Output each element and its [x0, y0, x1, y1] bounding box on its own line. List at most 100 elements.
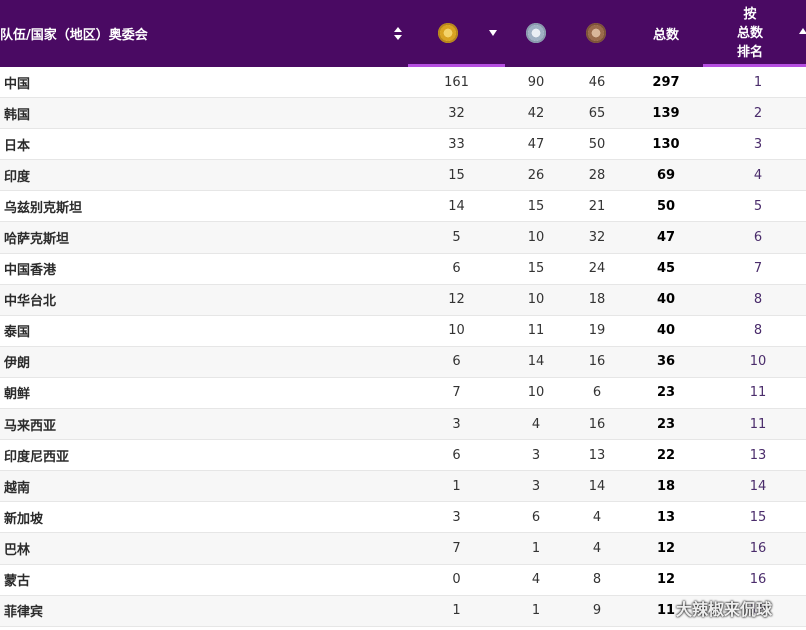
table-row[interactable]: 马来西亚 3 4 16 23 11: [0, 409, 806, 441]
total-count: 11: [656, 603, 676, 619]
total-column-header[interactable]: 总数: [636, 0, 696, 67]
total-count: 297: [652, 74, 680, 90]
table-row[interactable]: 中国香港 6 15 24 45 7: [0, 253, 806, 285]
total-count: 45: [656, 261, 676, 277]
sort-ascending-icon[interactable]: [799, 28, 806, 34]
bronze-count: 32: [588, 230, 606, 246]
silver-count: 47: [527, 136, 545, 152]
table-row[interactable]: 乌兹别克斯坦 14 15 21 50 5: [0, 191, 806, 223]
total-count: 69: [656, 167, 676, 183]
table-row[interactable]: 韩国 32 42 65 139 2: [0, 98, 806, 130]
rank-value: 8: [753, 292, 763, 308]
table-row[interactable]: 伊朗 6 14 16 36 10: [0, 346, 806, 378]
silver-count: 6: [531, 509, 541, 525]
team-name[interactable]: 中国: [4, 76, 31, 92]
rank-value: 8: [753, 323, 763, 339]
rank-value: 16: [749, 572, 767, 588]
bronze-count: 9: [592, 603, 602, 619]
gold-count: 161: [444, 74, 469, 90]
bronze-count: 4: [592, 540, 602, 556]
silver-count: 14: [527, 354, 545, 370]
table-row[interactable]: 中国 161 90 46 297 1: [0, 67, 806, 99]
table-row[interactable]: 哈萨克斯坦 5 10 32 47 6: [0, 222, 806, 254]
total-count: 47: [656, 230, 676, 246]
team-column-header[interactable]: 队伍/国家（地区）奥委会: [0, 0, 400, 67]
silver-medal-icon[interactable]: [526, 23, 546, 43]
bronze-count: 50: [588, 136, 606, 152]
team-name[interactable]: 泰国: [4, 325, 31, 341]
team-name[interactable]: 中国香港: [4, 263, 57, 279]
total-count: 18: [656, 478, 676, 494]
rank-header-line-1: 按: [743, 7, 757, 22]
team-name[interactable]: 日本: [4, 138, 31, 154]
team-name[interactable]: 马来西亚: [4, 418, 57, 434]
sort-both-icon[interactable]: [394, 27, 402, 41]
rank-by-total-column-header[interactable]: 按 总数 排名: [712, 0, 788, 67]
medal-table-header: 队伍/国家（地区）奥委会 总数 按 总数 排名: [0, 0, 806, 68]
team-name[interactable]: 朝鲜: [4, 387, 31, 403]
rank-value: 5: [753, 198, 763, 214]
silver-count: 90: [527, 74, 545, 90]
bronze-count: 13: [588, 447, 606, 463]
silver-count: 10: [527, 292, 545, 308]
team-name[interactable]: 韩国: [4, 107, 31, 123]
team-name[interactable]: 乌兹别克斯坦: [4, 200, 83, 216]
gold-count: 3: [452, 509, 461, 525]
table-row[interactable]: 中华台北 12 10 18 40 8: [0, 284, 806, 316]
table-row[interactable]: 朝鲜 7 10 6 23 11: [0, 377, 806, 410]
gold-count: 0: [452, 572, 461, 588]
bronze-count: 24: [588, 261, 606, 277]
team-name[interactable]: 菲律宾: [4, 605, 44, 621]
silver-count: 3: [531, 478, 541, 494]
gold-count: 10: [448, 323, 465, 339]
gold-count: 3: [452, 416, 461, 432]
silver-count: 42: [527, 105, 545, 121]
bronze-medal-icon[interactable]: [586, 23, 606, 43]
total-count: 12: [656, 540, 676, 556]
gold-count: 7: [452, 385, 461, 401]
team-name[interactable]: 印度尼西亚: [4, 449, 70, 465]
rank-value: 14: [749, 478, 767, 494]
team-name[interactable]: 印度: [4, 169, 31, 185]
bronze-count: 18: [588, 292, 606, 308]
gold-count: 15: [448, 167, 465, 183]
table-row[interactable]: 日本 33 47 50 130 3: [0, 129, 806, 161]
table-row[interactable]: 印度 15 26 28 69 4: [0, 160, 806, 192]
gold-count: 14: [448, 198, 465, 214]
silver-count: 10: [527, 385, 545, 401]
bronze-count: 65: [588, 105, 606, 121]
rank-value: 13: [749, 447, 767, 463]
gold-count: 33: [448, 136, 465, 152]
table-row[interactable]: 新加坡 3 6 4 13 15: [0, 502, 806, 534]
team-name[interactable]: 越南: [4, 480, 31, 496]
rank-value: 2: [753, 105, 763, 121]
table-row[interactable]: 泰国 10 11 19 40 8: [0, 315, 806, 347]
watermark: 大辣椒来侃球: [676, 600, 773, 619]
rank-value: 11: [749, 385, 767, 401]
gold-count: 5: [452, 230, 461, 246]
gold-count: 32: [448, 105, 465, 121]
total-count: 139: [652, 105, 680, 121]
team-name[interactable]: 新加坡: [4, 511, 44, 527]
silver-count: 1: [531, 603, 541, 619]
team-name[interactable]: 蒙古: [4, 574, 31, 590]
team-column-label: 队伍/国家（地区）奥委会: [0, 28, 148, 43]
bronze-count: 19: [588, 323, 606, 339]
total-count: 12: [656, 572, 676, 588]
gold-medal-icon[interactable]: [438, 23, 458, 43]
table-row[interactable]: 菲律宾 1 1 9 11 18: [0, 595, 806, 627]
bronze-count: 6: [592, 385, 602, 401]
team-name[interactable]: 中华台北: [4, 294, 57, 310]
table-row[interactable]: 越南 1 3 14 18 14: [0, 471, 806, 503]
team-name[interactable]: 巴林: [4, 542, 31, 558]
table-row[interactable]: 蒙古 0 4 8 12 16: [0, 564, 806, 596]
team-name[interactable]: 伊朗: [4, 356, 31, 372]
team-name[interactable]: 哈萨克斯坦: [4, 232, 70, 248]
gold-count: 12: [448, 292, 465, 308]
silver-count: 26: [527, 167, 545, 183]
gold-column-active-underline: [408, 64, 505, 68]
table-row[interactable]: 印度尼西亚 6 3 13 22 13: [0, 440, 806, 472]
sort-descending-icon[interactable]: [489, 30, 497, 36]
table-row[interactable]: 巴林 7 1 4 12 16: [0, 533, 806, 565]
total-count: 13: [656, 509, 676, 525]
